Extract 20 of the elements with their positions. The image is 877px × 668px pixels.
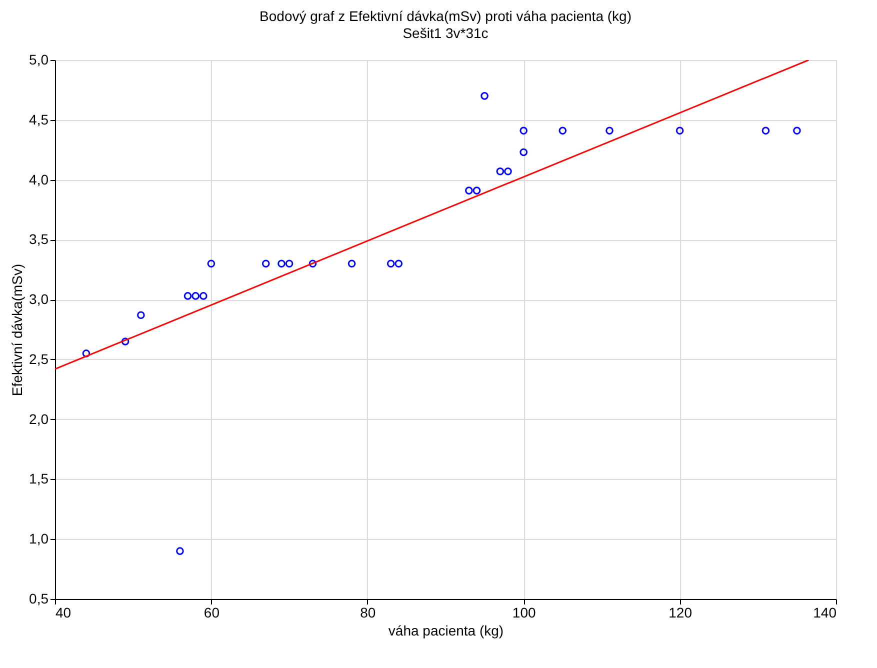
y-tick-label: 4,0 [29, 171, 49, 188]
chart-title: Bodový graf z Efektivní dávka(mSv) proti váha pacienta (kg) [260, 8, 632, 24]
x-tick-label: 40 [56, 604, 72, 620]
x-tick-label: 120 [668, 604, 692, 620]
x-tick-label: 140 [813, 604, 837, 620]
chart-subtitle: Sešit1 3v*31c [402, 25, 488, 41]
x-axis-title: váha pacienta (kg) [388, 622, 504, 638]
y-tick-label: 3,5 [29, 231, 49, 248]
y-tick-label: 5,0 [29, 52, 49, 68]
y-axis-title: Efektivní dávka(mSv) [9, 264, 26, 396]
y-tick-label: 2,0 [29, 410, 49, 427]
x-tick-label: 60 [204, 604, 220, 620]
y-tick-label: 0,5 [29, 590, 49, 606]
y-tick-label: 3,0 [29, 291, 49, 308]
y-tick-label: 2,5 [29, 350, 49, 367]
y-tick-label: 1,0 [29, 530, 49, 547]
x-tick-label: 80 [360, 604, 376, 620]
y-tick-label: 1,5 [29, 470, 49, 487]
x-tick-label: 100 [512, 604, 536, 620]
y-tick-label: 4,5 [29, 111, 49, 128]
